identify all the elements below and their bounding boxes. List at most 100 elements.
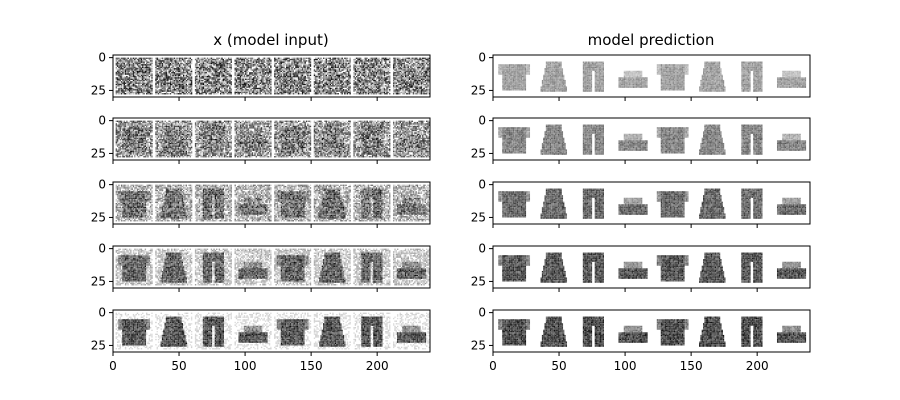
pixel: [330, 82, 333, 84]
pixel: [247, 65, 250, 67]
pixel: [267, 83, 269, 86]
pixel: [259, 73, 261, 75]
pixel: [394, 58, 396, 61]
pixel: [262, 72, 264, 74]
pixel: [119, 82, 121, 84]
pixel: [373, 85, 375, 87]
pixel: [222, 76, 224, 78]
pixel: [214, 66, 217, 69]
pixel: [214, 79, 217, 82]
pixel: [217, 87, 219, 90]
pixel: [263, 70, 265, 73]
pixel: [280, 89, 283, 91]
pixel: [389, 93, 391, 95]
pixel: [284, 76, 287, 78]
pixel: [223, 65, 226, 67]
pixel: [122, 81, 124, 83]
pixel: [249, 87, 251, 90]
pixel: [186, 61, 189, 63]
pixel: [249, 57, 251, 59]
pixel: [358, 74, 361, 77]
pixel: [400, 60, 403, 62]
pixel: [321, 86, 324, 88]
pixel: [161, 58, 164, 61]
pixel: [184, 66, 186, 69]
pixel: [344, 65, 346, 67]
pixel: [225, 77, 227, 79]
pixel: [144, 57, 147, 59]
pixel: [304, 93, 306, 95]
pixel: [371, 57, 374, 59]
pixel: [235, 85, 238, 87]
pixel: [349, 68, 351, 70]
pixel: [403, 64, 405, 66]
pixel: [214, 62, 217, 65]
pixel: [332, 89, 334, 91]
pixel: [329, 74, 331, 77]
pixel: [250, 93, 252, 95]
pixel: [308, 86, 310, 88]
pixel: [320, 93, 322, 95]
pixel: [200, 82, 202, 84]
pixel: [151, 62, 153, 65]
pixel: [119, 87, 121, 90]
pixel: [316, 81, 318, 83]
pixel: [177, 64, 180, 66]
pixel: [329, 68, 331, 70]
pixel: [238, 72, 240, 74]
pixel: [235, 76, 238, 78]
pixel: [308, 65, 310, 67]
pixel: [386, 70, 388, 73]
pixel: [115, 74, 118, 77]
pixel: [196, 61, 198, 63]
pixel: [229, 82, 231, 84]
pixel: [264, 79, 267, 82]
pixel: [373, 77, 375, 79]
pixel: [171, 58, 173, 61]
pixel: [353, 93, 355, 95]
pixel: [243, 79, 246, 82]
pixel: [345, 65, 347, 67]
pixel: [292, 61, 294, 63]
pixel: [202, 89, 205, 91]
pixel: [334, 60, 337, 62]
pixel: [293, 86, 296, 88]
pixel: [280, 69, 283, 71]
pixel: [283, 76, 285, 78]
pixel: [255, 60, 258, 62]
pixel: [270, 90, 272, 92]
pixel: [305, 86, 308, 88]
pixel: [144, 69, 147, 71]
pixel: [289, 85, 292, 87]
pixel: [342, 69, 345, 71]
pixel: [360, 68, 362, 70]
pixel: [325, 64, 328, 66]
pixel: [128, 78, 131, 80]
pixel: [132, 61, 135, 63]
pixel: [258, 73, 260, 75]
pixel: [289, 58, 292, 61]
pixel: [304, 83, 306, 86]
pixel: [258, 82, 260, 84]
pixel: [418, 60, 420, 62]
pixel: [300, 78, 302, 80]
pixel: [379, 61, 382, 63]
pixel: [346, 73, 349, 75]
pixel: [189, 87, 191, 90]
pixel: [334, 87, 337, 90]
pixel: [295, 87, 297, 90]
pixel: [373, 78, 375, 80]
pixel: [225, 68, 227, 70]
pixel: [253, 57, 255, 59]
pixel: [279, 60, 281, 62]
pixel: [213, 74, 215, 77]
pixel: [218, 85, 221, 87]
pixel: [167, 74, 169, 77]
pixel: [173, 62, 176, 65]
pixel: [181, 89, 184, 91]
pixel: [387, 85, 390, 87]
pixel: [219, 78, 222, 80]
pixel: [223, 62, 226, 65]
pixel: [213, 61, 215, 63]
pixel: [378, 79, 380, 82]
